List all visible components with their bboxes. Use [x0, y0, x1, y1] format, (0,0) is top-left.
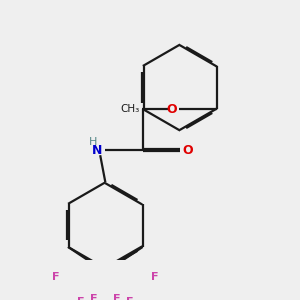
- Text: F: F: [113, 294, 121, 300]
- Text: O: O: [166, 103, 176, 116]
- Text: H: H: [89, 137, 98, 147]
- Text: F: F: [77, 297, 85, 300]
- Text: F: F: [151, 272, 158, 282]
- Text: O: O: [183, 143, 194, 157]
- Text: F: F: [90, 294, 98, 300]
- Text: F: F: [52, 272, 60, 282]
- Text: F: F: [126, 297, 134, 300]
- Text: CH₃: CH₃: [121, 104, 140, 114]
- Text: N: N: [92, 143, 102, 157]
